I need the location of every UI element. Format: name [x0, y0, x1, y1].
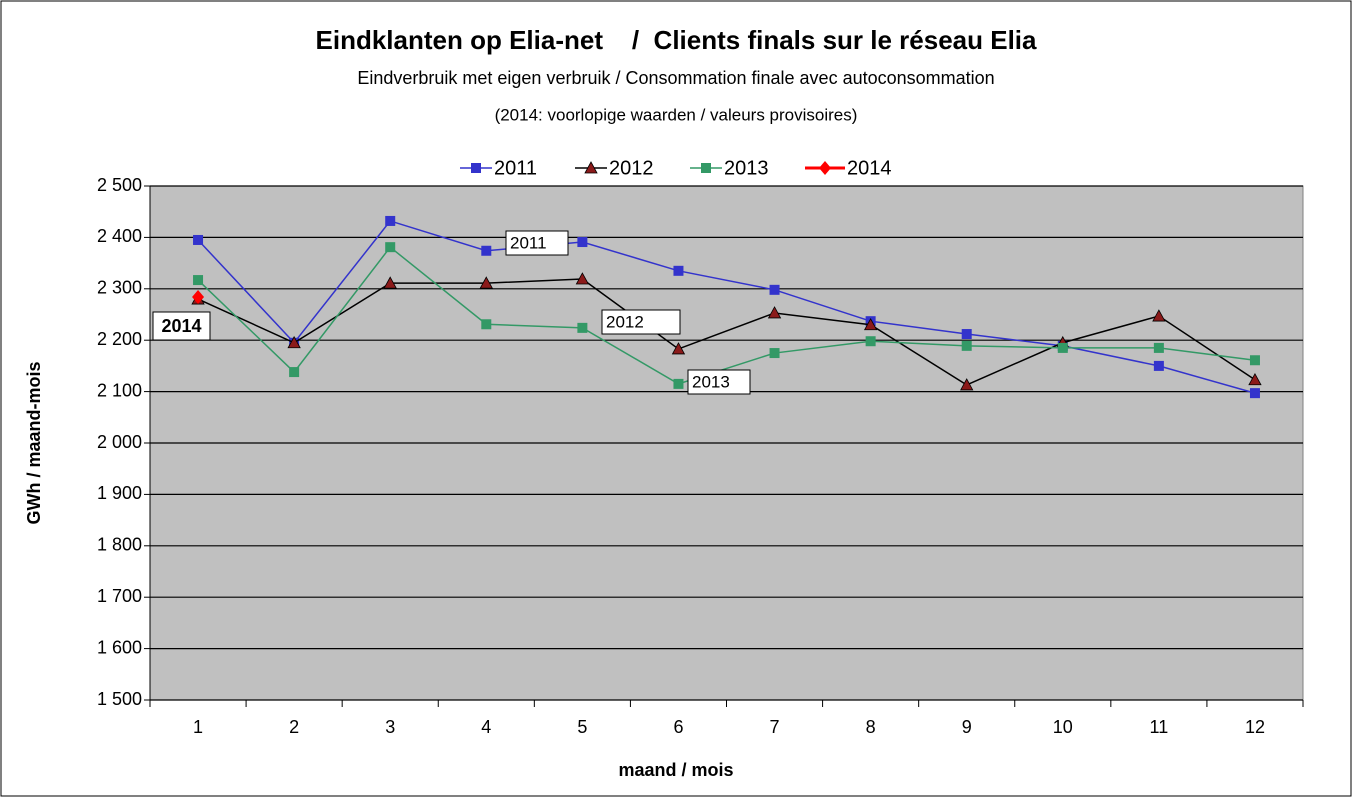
data-point: [481, 245, 492, 256]
y-tick-label: 2 200: [97, 329, 142, 349]
annotation: 2014: [161, 316, 201, 336]
data-point: [1153, 342, 1164, 353]
x-tick-label: 2: [289, 717, 299, 737]
annotation: 2012: [606, 312, 644, 331]
series-line: [197, 246, 1256, 385]
data-point: [1249, 388, 1260, 399]
data-point: [193, 234, 204, 245]
chart-title: Eindklanten op Elia-net / Clients finals…: [316, 25, 1038, 55]
annotation-box: [687, 369, 751, 395]
x-tick-label: 11: [1150, 717, 1169, 737]
data-point: [769, 348, 780, 359]
chart-note: (2014: voorlopige waarden / valeurs prov…: [495, 105, 858, 124]
data-point: [383, 276, 397, 289]
data-point: [577, 322, 588, 333]
data-point: [673, 378, 684, 389]
legend-label: 2013: [724, 157, 769, 179]
data-point: [575, 272, 590, 285]
legend-marker: [471, 163, 481, 173]
data-point: [960, 378, 974, 391]
annotation: 2011: [510, 233, 547, 252]
data-point: [289, 367, 300, 378]
x-tick-label: 4: [481, 717, 491, 737]
x-tick-label: 10: [1053, 717, 1073, 737]
y-tick-label: 2 100: [97, 380, 142, 400]
data-point: [863, 317, 878, 331]
y-tick-label: 1 900: [97, 483, 142, 503]
y-tick-label: 2 400: [97, 226, 142, 246]
y-axis-label: GWh / maand-mois: [24, 361, 44, 524]
x-tick-label: 5: [577, 717, 587, 737]
data-point: [385, 242, 396, 253]
series-line: [197, 278, 1256, 386]
legend-marker: [701, 163, 711, 173]
annotation: 2013: [692, 372, 730, 391]
chart-subtitle: Eindverbruik met eigen verbruik / Consom…: [357, 68, 994, 88]
y-tick-label: 2 000: [97, 432, 142, 452]
annotation-box: [601, 309, 681, 335]
data-point: [1248, 372, 1262, 386]
legend-marker: [584, 161, 598, 174]
data-point: [961, 329, 972, 340]
data-point: [961, 340, 972, 351]
data-point: [481, 319, 492, 330]
data-point: [865, 336, 876, 347]
x-tick-label: 9: [962, 717, 972, 737]
y-tick-label: 2 300: [97, 278, 142, 298]
legend-label: 2011: [494, 157, 537, 179]
data-point: [287, 335, 301, 349]
legend-label: 2012: [609, 157, 654, 179]
y-tick-label: 1 700: [97, 586, 142, 606]
data-point: [673, 265, 684, 276]
annotation-box: [505, 230, 569, 256]
data-point: [671, 342, 686, 355]
x-axis-label: maand / mois: [618, 760, 733, 780]
legend-label: 2014: [847, 157, 892, 179]
data-point: [1153, 360, 1164, 371]
data-point: [192, 290, 205, 305]
data-point: [577, 237, 588, 248]
x-tick-label: 1: [193, 717, 203, 737]
x-tick-label: 7: [770, 717, 780, 737]
x-tick-label: 12: [1245, 717, 1265, 737]
data-point: [193, 275, 204, 286]
data-point: [1152, 309, 1166, 322]
data-point: [769, 284, 780, 295]
y-tick-label: 1 600: [97, 637, 142, 657]
data-point: [385, 215, 396, 226]
data-point: [1249, 355, 1260, 366]
y-tick-label: 2 500: [97, 175, 142, 195]
annotation-box: [152, 311, 211, 341]
x-tick-label: 6: [673, 717, 683, 737]
y-tick-label: 1 500: [97, 689, 142, 709]
legend-marker: [819, 161, 831, 175]
x-tick-label: 3: [385, 717, 395, 737]
series-line: [197, 220, 1256, 394]
x-tick-label: 8: [866, 717, 876, 737]
data-point: [1057, 342, 1068, 353]
y-tick-label: 1 800: [97, 535, 142, 555]
data-point: [767, 306, 782, 319]
data-point: [479, 276, 493, 289]
